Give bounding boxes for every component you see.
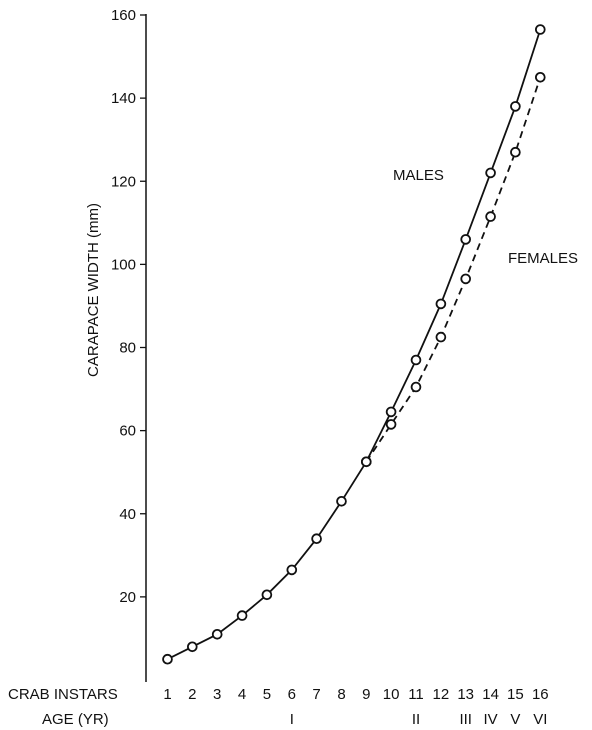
series-label-males: MALES: [393, 167, 444, 184]
x-tick-label: 3: [213, 686, 221, 703]
series-line-males: [167, 29, 542, 661]
x-tick-label: 5: [263, 686, 271, 703]
x-tick-label: 15: [507, 686, 524, 703]
y-ticks: 20 40 60 80 100 120 140 160: [111, 7, 146, 606]
data-point-females: [410, 381, 422, 393]
x-tick-label: 8: [337, 686, 345, 703]
data-point-males: [534, 24, 546, 35]
age-tick-label: I: [290, 711, 294, 728]
y-tick-label: 20: [119, 589, 136, 606]
data-point-females: [510, 146, 521, 158]
y-tick-label: 100: [111, 256, 136, 273]
x-tick-label: 10: [383, 686, 400, 703]
data-point-males: [510, 101, 521, 112]
y-axis: 20 40 60 80 100 120 140 160: [111, 7, 147, 682]
x-row-label: CRAB INSTARS: [8, 686, 118, 703]
age-tick-label: III: [459, 711, 472, 728]
y-tick-label: 80: [119, 340, 136, 357]
x-tick-label: 2: [188, 686, 196, 703]
x-tick-label: 11: [408, 686, 424, 703]
y-tick-label: 40: [119, 506, 136, 523]
data-point-males: [410, 354, 422, 366]
x-tick-label: 14: [482, 686, 499, 703]
age-tick-label: IV: [484, 711, 498, 728]
data-point-males: [311, 533, 322, 544]
x-tick-label: 13: [457, 686, 474, 703]
series-layer: [162, 24, 546, 665]
data-point-males: [162, 653, 173, 665]
data-point-males: [187, 641, 198, 653]
data-point-males: [286, 564, 298, 576]
age-row-label: AGE (YR): [42, 711, 109, 728]
y-tick-label: 160: [111, 7, 136, 24]
x-tick-label: 16: [532, 686, 549, 703]
data-point-females: [385, 419, 397, 430]
x-tick-label: 9: [362, 686, 370, 703]
x-tick-label: 12: [433, 686, 450, 703]
age-tick-label: V: [510, 711, 520, 728]
x-tick-label: 7: [312, 686, 320, 703]
age-tick-label: II: [412, 711, 420, 728]
data-point-males: [236, 610, 248, 621]
data-point-males: [485, 167, 496, 179]
x-axis-labels: CRAB INSTARS AGE (YR) 1 2 3 4 5 6 7 8 9 10 11 12 13 1…: [8, 686, 549, 728]
series-label-females: FEMALES: [508, 250, 578, 267]
data-point-females: [485, 211, 496, 222]
data-point-females: [460, 273, 472, 285]
y-tick-label: 140: [111, 90, 136, 107]
y-tick-label: 60: [119, 423, 136, 440]
series-line-females: [365, 77, 542, 463]
data-point-females: [360, 456, 372, 468]
data-point-males: [211, 628, 223, 640]
data-point-males: [460, 234, 472, 245]
data-point-males: [336, 495, 347, 507]
y-tick-label: 120: [111, 173, 136, 190]
y-axis-title: CARAPACE WIDTH (mm): [85, 203, 102, 377]
data-point-males: [435, 298, 447, 310]
x-tick-label: 1: [163, 686, 171, 703]
data-point-females: [534, 72, 546, 83]
data-point-females: [435, 331, 447, 343]
x-tick-label: 4: [238, 686, 246, 703]
age-tick-label: VI: [533, 711, 547, 728]
x-tick-label: 6: [288, 686, 296, 703]
data-point-males: [261, 589, 273, 601]
data-point-males: [385, 406, 397, 418]
